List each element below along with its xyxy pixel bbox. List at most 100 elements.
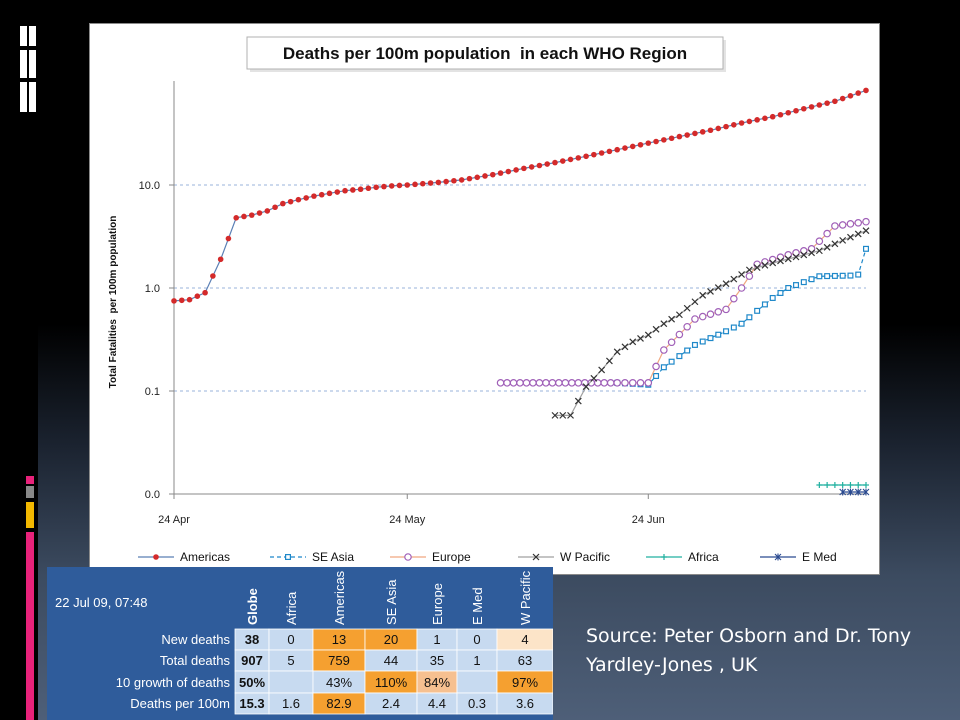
point-se-asia <box>831 272 838 279</box>
point-se-asia <box>653 373 660 380</box>
point-se-asia <box>769 294 776 301</box>
point-americas <box>210 273 216 279</box>
table-column-header: SE Asia <box>384 579 399 625</box>
point-se-asia <box>847 272 854 279</box>
point-w-pacific <box>815 247 823 255</box>
point-americas <box>839 95 846 102</box>
point-americas <box>381 183 387 190</box>
point-e-med <box>862 488 870 496</box>
point-europe <box>561 379 570 387</box>
point-americas <box>427 180 434 186</box>
legend-label: E Med <box>802 550 837 564</box>
table-cell-value: 4 <box>521 632 528 647</box>
table-cell-value: 84% <box>424 675 450 690</box>
point-americas <box>233 215 240 221</box>
point-europe <box>831 222 839 230</box>
legend-marker-e-med <box>774 553 782 561</box>
point-se-asia <box>691 341 698 348</box>
point-europe <box>683 322 691 331</box>
point-americas <box>738 120 745 126</box>
point-europe <box>568 379 576 387</box>
point-w-pacific <box>691 298 699 306</box>
point-europe <box>644 379 653 387</box>
table-cell-value: 5 <box>287 653 294 668</box>
point-europe <box>628 379 637 387</box>
point-americas <box>536 162 543 169</box>
point-w-pacific <box>714 284 722 292</box>
point-w-pacific <box>738 271 746 278</box>
point-se-asia <box>715 331 722 338</box>
point-w-pacific <box>823 243 831 251</box>
point-americas <box>303 195 309 201</box>
point-americas <box>528 164 535 170</box>
table-column-header: Africa <box>284 591 299 625</box>
table-cell-value: 4.4 <box>428 696 446 711</box>
point-americas <box>482 173 488 179</box>
point-se-asia <box>855 271 862 278</box>
table-cell-value: 759 <box>328 653 350 668</box>
point-africa <box>839 482 846 488</box>
point-europe <box>737 284 746 292</box>
point-americas <box>863 87 869 94</box>
point-se-asia <box>707 335 714 342</box>
point-americas <box>622 145 628 151</box>
point-se-asia <box>761 301 768 308</box>
point-europe <box>854 218 863 227</box>
table-cell-value: 0 <box>473 632 480 647</box>
legend-marker-w-pacific <box>532 553 540 561</box>
table-cell-value: 1 <box>473 653 480 668</box>
point-se-asia <box>668 358 675 365</box>
table-cell <box>496 692 553 715</box>
series-line-w-pacific <box>555 230 867 416</box>
legend-item-w-pacific: W Pacific <box>518 550 610 564</box>
point-europe <box>636 379 645 387</box>
point-w-pacific <box>660 320 668 328</box>
point-americas <box>497 170 504 176</box>
table-cell-value: 1.6 <box>282 696 300 711</box>
table-column-header: Europe <box>430 583 445 625</box>
point-w-pacific <box>847 233 854 241</box>
point-americas <box>178 297 185 304</box>
point-americas <box>217 256 224 263</box>
point-europe <box>516 379 524 387</box>
point-americas <box>676 133 683 140</box>
point-americas <box>606 148 613 155</box>
point-americas <box>754 117 760 123</box>
table-row-label: New deaths <box>161 632 230 647</box>
point-w-pacific <box>839 236 847 244</box>
point-africa <box>855 482 862 488</box>
table-row-label: Total deaths <box>160 653 231 668</box>
point-americas <box>746 118 753 125</box>
point-se-asia <box>777 289 784 296</box>
point-w-pacific <box>792 253 800 261</box>
point-se-asia <box>862 245 869 252</box>
point-americas <box>816 102 823 108</box>
point-americas <box>591 151 597 158</box>
point-americas <box>334 189 341 195</box>
point-americas <box>614 146 620 153</box>
point-americas <box>715 125 722 132</box>
point-americas <box>692 130 698 137</box>
point-europe <box>548 379 557 387</box>
point-europe <box>714 307 723 316</box>
point-europe <box>503 379 511 387</box>
point-europe <box>613 379 621 387</box>
point-europe <box>730 294 738 303</box>
point-americas <box>466 175 473 182</box>
point-americas <box>762 115 768 122</box>
point-americas <box>357 186 364 193</box>
point-americas <box>800 105 807 112</box>
point-europe <box>698 312 707 321</box>
point-europe <box>535 379 544 387</box>
table-column-header: Americas <box>332 570 347 625</box>
point-w-pacific <box>862 227 870 235</box>
chart-panel: 0.0 0.1 1.0 10.0 24 Apr 24 May 24 Jun Total Fat… <box>89 23 880 575</box>
point-europe <box>846 220 855 228</box>
table-cell-value: 1 <box>433 632 440 647</box>
legend-label: Europe <box>432 550 471 564</box>
legend-marker-americas <box>153 554 159 560</box>
legend-item-se-asia: SE Asia <box>270 550 354 564</box>
point-americas <box>194 293 201 300</box>
point-w-pacific <box>567 411 574 419</box>
point-americas <box>326 190 333 197</box>
